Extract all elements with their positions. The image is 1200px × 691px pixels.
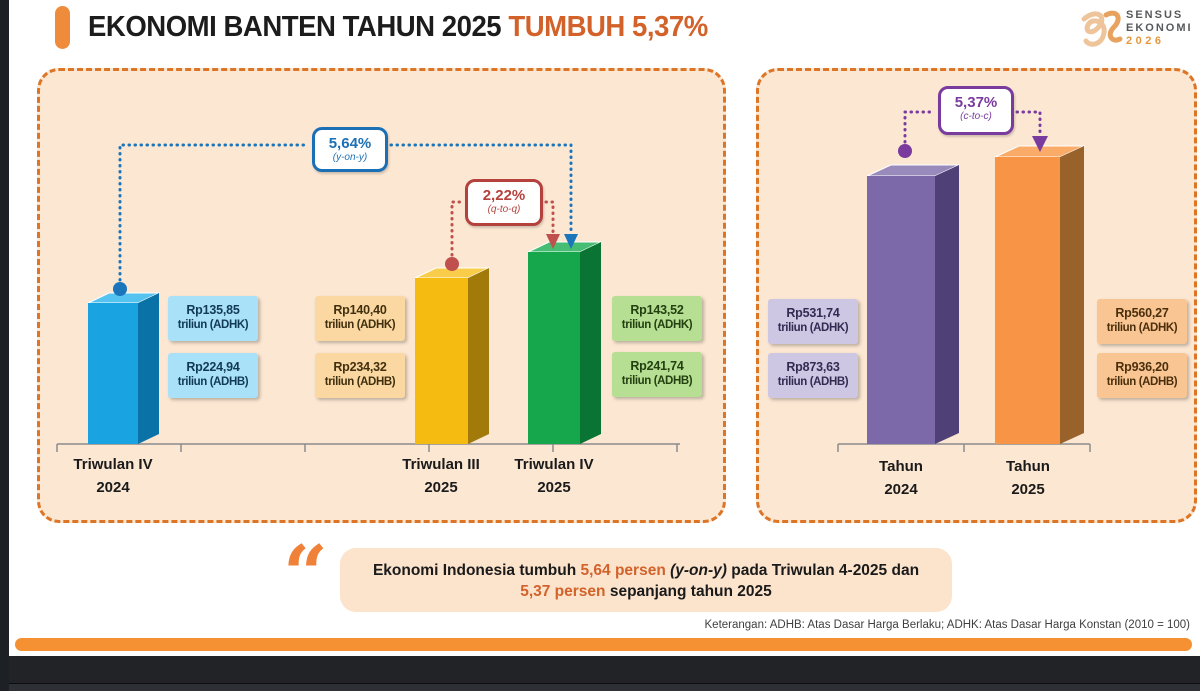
unit: triliun (ADHK) — [777, 322, 849, 334]
unit: triliun (ADHK) — [324, 319, 396, 331]
quote-text: Ekonomi Indonesia tumbuh — [372, 562, 577, 579]
logo-year: 2026 — [1126, 35, 1165, 47]
unit: triliun (ADHB) — [324, 376, 396, 388]
value-box-q2-adhb: Rp234,32 triliun (ADHB) — [315, 353, 405, 398]
unit: triliun (ADHB) — [177, 376, 249, 388]
growth-ctc-label: (c-to-c) — [960, 111, 992, 122]
growth-ctc-badge: 5,37% (c-to-c) — [938, 86, 1014, 135]
title-orange: TUMBUH 5,37% — [508, 11, 708, 43]
x-label-triwulan-iii-2025: Triwulan III 2025 — [381, 453, 501, 499]
footer-accent-bar — [15, 638, 1192, 651]
unit: triliun (ADHK) — [1106, 322, 1178, 334]
line2: 2024 — [96, 479, 130, 496]
line1: Tahun — [1006, 458, 1050, 475]
value-box-y1-adhk: Rp531,74 triliun (ADHK) — [768, 299, 858, 344]
value: Rp135,85 — [186, 303, 240, 317]
growth-qtq-badge: 2,22% (q-to-q) — [465, 179, 543, 226]
sensus-ekonomi-logo: SENSUS EKONOMI 2026 — [1076, 5, 1194, 57]
unit: triliun (ADHK) — [621, 319, 693, 331]
value-box-q3-adhb: Rp241,74 triliun (ADHB) — [612, 352, 702, 397]
annual-chart-panel — [756, 68, 1197, 523]
value-box-q3-adhk: Rp143,52 triliun (ADHK) — [612, 296, 702, 341]
x-label-triwulan-iv-2024: Triwulan IV 2024 — [53, 453, 173, 499]
unit: triliun (ADHB) — [1106, 376, 1178, 388]
bottom-band-strip — [0, 683, 1200, 691]
value: Rp224,94 — [186, 360, 240, 374]
quote-text: pada Triwulan 4-2025 dan — [731, 562, 920, 579]
quote-line2: 5,37 persen sepanjang tahun 2025 — [340, 581, 952, 602]
line1: Triwulan IV — [514, 456, 594, 473]
growth-ctc-value: 5,37% — [954, 94, 998, 111]
footnote: Keterangan: ADHB: Atas Dasar Harga Berla… — [704, 619, 1191, 631]
logo-swirl-icon — [1081, 10, 1123, 47]
value: Rp140,40 — [333, 303, 387, 317]
line1: Tahun — [879, 458, 923, 475]
value-box-y2-adhb: Rp936,20 triliun (ADHB) — [1097, 353, 1187, 398]
value-box-q2-adhk: Rp140,40 triliun (ADHK) — [315, 296, 405, 341]
unit: triliun (ADHB) — [777, 376, 849, 388]
value: Rp560,27 — [1115, 306, 1169, 320]
value-box-q1-adhb: Rp224,94 triliun (ADHB) — [168, 353, 258, 398]
value: Rp234,32 — [333, 360, 387, 374]
value: Rp531,74 — [786, 306, 840, 320]
quote-highlight-ctc: 5,37 persen — [520, 583, 606, 600]
growth-yoy-badge: 5,64% (y-on-y) — [312, 127, 388, 172]
line2: 2025 — [537, 479, 571, 496]
value: Rp143,52 — [630, 303, 684, 317]
title-black: EKONOMI BANTEN TAHUN 2025 — [88, 11, 502, 43]
line1: Triwulan IV — [73, 456, 153, 473]
title-accent-bar — [55, 6, 70, 49]
quote-line1: Ekonomi Indonesia tumbuh 5,64 persen (y-… — [340, 560, 952, 581]
growth-yoy-label: (y-on-y) — [332, 152, 368, 163]
value-box-y2-adhk: Rp560,27 triliun (ADHK) — [1097, 299, 1187, 344]
left-edge-strip — [0, 0, 9, 691]
bottom-black-band — [0, 656, 1200, 691]
quote-highlight-yoy: 5,64 persen — [580, 562, 666, 579]
quote-yoy-note: (y-on-y) — [670, 562, 727, 579]
value: Rp873,63 — [786, 360, 840, 374]
x-label-triwulan-iv-2025: Triwulan IV 2025 — [494, 453, 614, 499]
x-label-tahun-2025: Tahun 2025 — [968, 455, 1088, 501]
unit: triliun (ADHB) — [621, 375, 693, 387]
growth-qtq-value: 2,22% — [482, 187, 526, 204]
line1: Triwulan III — [402, 456, 480, 473]
logo-text: SENSUS EKONOMI 2026 — [1126, 9, 1193, 48]
summary-quote: Ekonomi Indonesia tumbuh 5,64 persen (y-… — [340, 548, 952, 612]
growth-yoy-value: 5,64% — [328, 135, 372, 152]
line2: 2025 — [424, 479, 458, 496]
logo-line2: EKONOMI — [1126, 22, 1193, 34]
value-box-y1-adhb: Rp873,63 triliun (ADHB) — [768, 353, 858, 398]
value-box-q1-adhk: Rp135,85 triliun (ADHK) — [168, 296, 258, 341]
value: Rp241,74 — [630, 359, 684, 373]
line2: 2025 — [1011, 481, 1045, 498]
line2: 2024 — [884, 481, 918, 498]
unit: triliun (ADHK) — [177, 319, 249, 331]
quote-icon: “ — [283, 529, 328, 620]
logo-line1: SENSUS — [1126, 9, 1184, 21]
quote-text: sepanjang tahun 2025 — [609, 583, 772, 600]
value: Rp936,20 — [1115, 360, 1169, 374]
page-title: EKONOMI BANTEN TAHUN 2025 TUMBUH 5,37% — [88, 11, 708, 44]
x-label-tahun-2024: Tahun 2024 — [841, 455, 961, 501]
growth-qtq-label: (q-to-q) — [487, 204, 521, 215]
